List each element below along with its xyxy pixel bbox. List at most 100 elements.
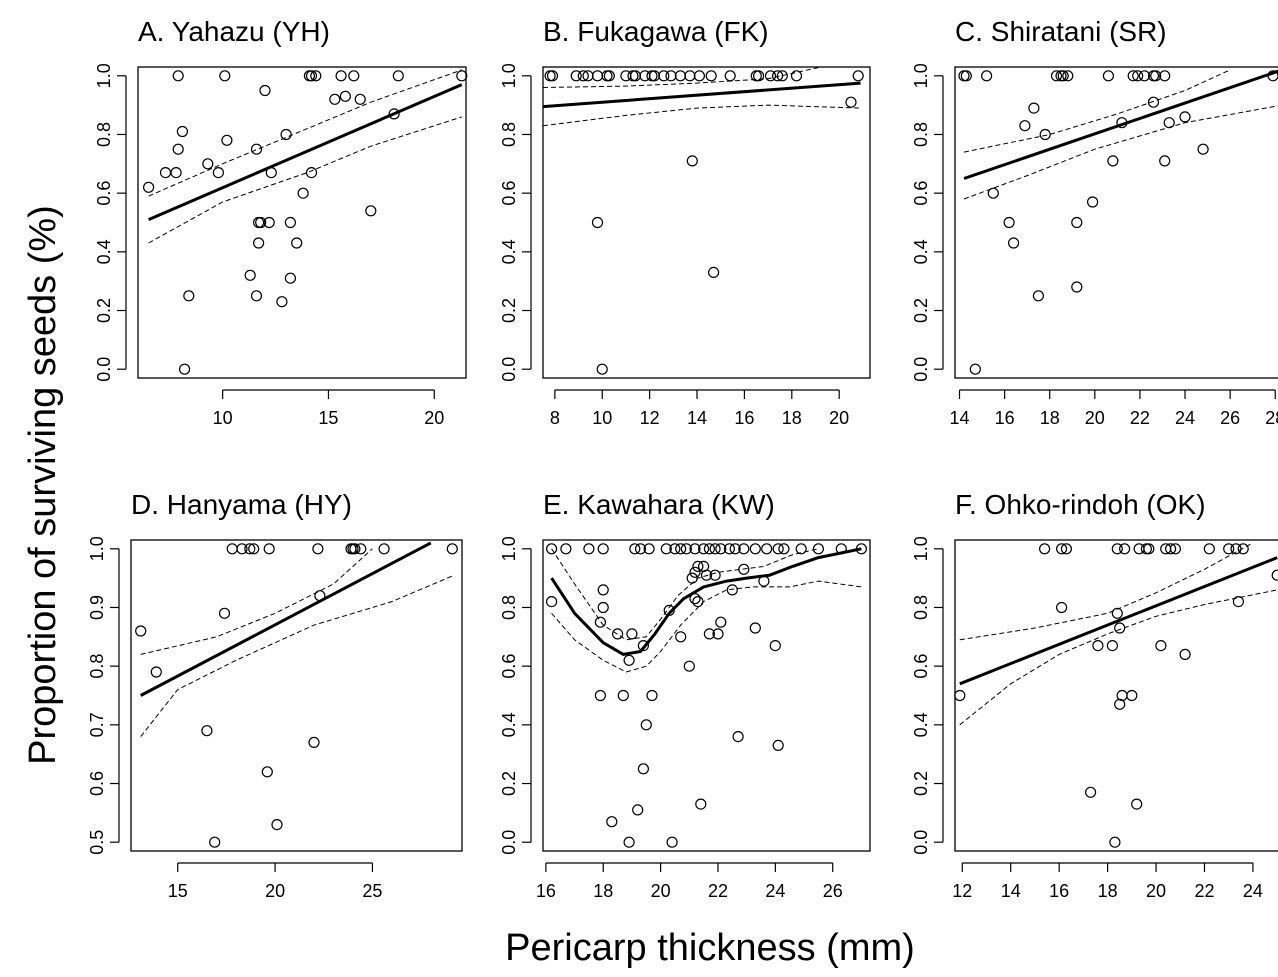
plot-frame bbox=[542, 66, 871, 379]
data-point bbox=[980, 70, 993, 82]
y-tick-label: 1.0 bbox=[499, 536, 519, 561]
data-point bbox=[583, 543, 595, 555]
data-point bbox=[1164, 543, 1177, 555]
data-point bbox=[1032, 290, 1045, 302]
data-point bbox=[715, 543, 727, 555]
data-point bbox=[646, 70, 658, 82]
data-point bbox=[201, 725, 213, 737]
plot-contents bbox=[140, 541, 455, 737]
y-tick-label: 0.8 bbox=[87, 654, 107, 679]
data-point bbox=[1179, 648, 1191, 661]
ci-lower-line bbox=[963, 105, 1278, 200]
data-point bbox=[660, 543, 672, 555]
data-point bbox=[958, 70, 970, 82]
data-point bbox=[729, 543, 741, 555]
data-point bbox=[172, 143, 184, 155]
panel-title: B. Fukagawa (FK) bbox=[543, 16, 769, 47]
data-point bbox=[703, 543, 716, 555]
data-point bbox=[284, 272, 296, 284]
data-point bbox=[772, 739, 784, 752]
data-point bbox=[663, 604, 675, 617]
data-point bbox=[1132, 70, 1144, 82]
panel-1: A. Yahazu (YH) 10 15 20 0.0 0.2 0.4 0.6 0.8 1.0 bbox=[94, 16, 468, 428]
y-tick-label: 1.0 bbox=[911, 536, 931, 561]
data-point bbox=[1118, 543, 1131, 555]
plot-frame bbox=[137, 66, 467, 379]
panel-title: A. Yahazu (YH) bbox=[138, 16, 330, 47]
data-point bbox=[339, 90, 351, 102]
plot-contents bbox=[543, 67, 861, 127]
x-tick-label: 26 bbox=[823, 881, 843, 901]
data-point bbox=[1159, 70, 1171, 82]
y-tick-label: 0.0 bbox=[94, 357, 114, 382]
data-point bbox=[297, 187, 309, 199]
y-tick-label: 0.4 bbox=[499, 712, 519, 737]
data-point bbox=[658, 70, 670, 82]
data-point bbox=[545, 595, 558, 608]
data-point bbox=[263, 543, 275, 555]
data-point bbox=[570, 70, 582, 82]
ci-upper-line bbox=[140, 548, 373, 655]
data-point bbox=[308, 736, 320, 749]
data-point bbox=[606, 816, 618, 828]
data-point bbox=[1019, 120, 1031, 132]
x-tick-label: 14 bbox=[949, 408, 969, 428]
y-tick-label: 0.8 bbox=[499, 595, 519, 620]
data-point bbox=[1107, 155, 1119, 167]
data-point bbox=[969, 363, 981, 375]
data-point bbox=[1055, 543, 1068, 555]
x-tick-label: 18 bbox=[1040, 408, 1060, 428]
data-point bbox=[388, 108, 400, 120]
data-point bbox=[172, 70, 184, 82]
data-point bbox=[226, 543, 238, 555]
x-tick-label: 15 bbox=[318, 408, 338, 428]
data-point bbox=[329, 93, 341, 105]
x-tick-label: 14 bbox=[1001, 881, 1021, 901]
panel-3: C. Shiratani (SR) 14 16 18 20 22 24 26 28 0.0 0.2 0… bbox=[911, 16, 1278, 428]
data-point bbox=[845, 96, 857, 108]
x-tick-label: 20 bbox=[1085, 408, 1105, 428]
data-point bbox=[244, 269, 256, 281]
data-point bbox=[1197, 143, 1209, 155]
y-tick-label: 0.0 bbox=[911, 357, 931, 382]
x-tick-label: 24 bbox=[765, 881, 785, 901]
fit-line bbox=[550, 547, 862, 656]
data-point bbox=[259, 84, 271, 97]
y-tick-label: 0.4 bbox=[499, 239, 519, 264]
data-point bbox=[771, 70, 784, 82]
data-point bbox=[692, 595, 704, 608]
data-point bbox=[1060, 543, 1073, 555]
data-point bbox=[1140, 543, 1153, 555]
data-point bbox=[703, 628, 716, 640]
data-point bbox=[276, 296, 288, 308]
data-point bbox=[265, 167, 277, 179]
ci-upper-line bbox=[148, 69, 462, 197]
plot-frame bbox=[130, 539, 463, 852]
data-point bbox=[183, 290, 195, 302]
data-point bbox=[689, 566, 701, 578]
data-point bbox=[1150, 70, 1162, 82]
data-point bbox=[715, 616, 727, 628]
data-point bbox=[812, 543, 825, 555]
data-point bbox=[1106, 639, 1119, 652]
plot-frame bbox=[542, 539, 871, 852]
ci-upper-line bbox=[959, 542, 1254, 641]
data-point bbox=[577, 70, 589, 82]
y-tick-label: 1.0 bbox=[499, 63, 519, 88]
data-point bbox=[758, 575, 770, 587]
data-point bbox=[596, 363, 608, 375]
data-point bbox=[597, 601, 609, 614]
data-point bbox=[179, 363, 191, 375]
panel-title: D. Hanyama (HY) bbox=[131, 489, 352, 520]
panel-title: C. Shiratani (SR) bbox=[955, 16, 1167, 47]
data-point bbox=[634, 543, 647, 555]
plot-frame bbox=[954, 66, 1278, 379]
data-point bbox=[632, 804, 644, 816]
y-tick-label: 0.9 bbox=[87, 595, 107, 620]
data-point bbox=[597, 584, 609, 596]
panel-6: F. Ohko-rindoh (OK) 12 14 16 18 20 22 24 0.0 0.2 0… bbox=[911, 489, 1278, 901]
ci-upper-line bbox=[551, 548, 819, 641]
data-point bbox=[202, 158, 214, 170]
y-tick-label: 0.2 bbox=[499, 771, 519, 796]
data-point bbox=[560, 543, 572, 555]
